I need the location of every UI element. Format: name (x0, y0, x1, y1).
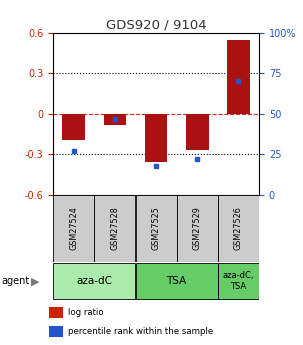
Text: GSM27528: GSM27528 (110, 207, 119, 250)
Text: GSM27525: GSM27525 (152, 207, 161, 250)
Bar (227, 40, 250, 114)
Bar (218, 195, 259, 262)
Text: GSM27529: GSM27529 (193, 207, 202, 250)
Bar (94, 195, 135, 262)
Bar (49, 326, 63, 337)
Text: log ratio: log ratio (68, 308, 104, 317)
Bar (104, 114, 126, 125)
Text: percentile rank within the sample: percentile rank within the sample (68, 327, 213, 336)
Bar (135, 195, 177, 262)
Text: TSA: TSA (167, 276, 187, 286)
Bar (49, 307, 63, 318)
Bar (177, 195, 218, 262)
Bar (53, 195, 94, 262)
Text: ▶: ▶ (31, 276, 39, 286)
Bar (135, 263, 218, 299)
Text: agent: agent (2, 276, 30, 286)
Text: aza-dC,
TSA: aza-dC, TSA (223, 272, 254, 291)
Bar (62, 114, 85, 139)
Text: GSM27526: GSM27526 (234, 207, 243, 250)
Bar (186, 114, 208, 150)
Text: GSM27524: GSM27524 (69, 207, 78, 250)
Bar (145, 114, 167, 162)
Title: GDS920 / 9104: GDS920 / 9104 (106, 19, 206, 32)
Bar (218, 263, 259, 299)
Text: aza-dC: aza-dC (76, 276, 112, 286)
Bar (53, 263, 135, 299)
